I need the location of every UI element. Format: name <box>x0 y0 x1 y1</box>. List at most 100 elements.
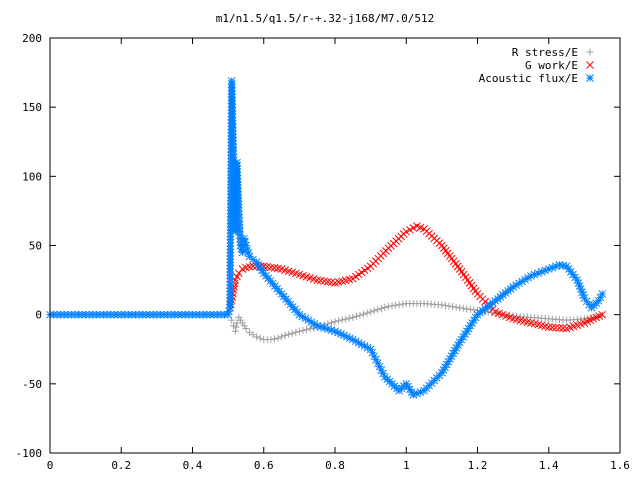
data-point <box>320 324 329 332</box>
data-point <box>256 334 264 342</box>
data-point <box>555 324 564 332</box>
data-point <box>384 302 392 310</box>
y-tick-label: 0 <box>35 309 42 322</box>
data-point <box>220 310 229 319</box>
data-point <box>149 310 158 319</box>
x-tick-label: 0.4 <box>183 459 203 472</box>
data-point <box>181 310 190 319</box>
data-point <box>381 303 389 311</box>
y-tick-label: 150 <box>22 101 42 114</box>
data-point <box>342 315 350 323</box>
data-point <box>174 310 183 319</box>
data-point <box>449 303 457 311</box>
data-point <box>210 310 218 319</box>
data-point <box>230 282 238 291</box>
x-tick-label: 0.2 <box>111 459 131 472</box>
data-point <box>267 336 275 344</box>
y-tick-label: -100 <box>16 447 43 460</box>
x-tick-label: 1 <box>403 459 410 472</box>
y-tick-label: 100 <box>22 170 42 183</box>
data-point <box>288 329 296 337</box>
y-tick: -50 <box>22 378 620 391</box>
data-point <box>249 331 257 339</box>
data-series <box>46 77 607 399</box>
legend-entry: R stress/E <box>512 46 594 59</box>
y-tick-label: 200 <box>22 32 42 45</box>
data-point <box>370 307 378 315</box>
data-point <box>409 224 418 232</box>
x-tick-label: 0.6 <box>254 459 274 472</box>
series-1 <box>228 300 606 344</box>
data-point <box>306 325 314 333</box>
data-point <box>246 329 253 337</box>
data-point <box>402 227 411 236</box>
data-point <box>349 313 357 321</box>
data-point <box>367 308 375 316</box>
x-tick: 1.2 <box>468 38 488 472</box>
data-point <box>352 312 360 320</box>
legend-label: R stress/E <box>512 46 578 59</box>
data-point <box>548 323 557 332</box>
data-point <box>292 328 300 336</box>
data-point <box>131 310 140 319</box>
data-point <box>295 327 303 335</box>
data-point <box>552 323 560 332</box>
x-tick-label: 0.8 <box>325 459 345 472</box>
y-tick: 150 <box>22 101 620 114</box>
data-point <box>598 290 607 298</box>
legend-marker <box>586 61 594 69</box>
data-point <box>598 310 607 319</box>
data-point <box>96 310 104 319</box>
data-point <box>160 310 168 319</box>
legend-entry: Acoustic flux/E <box>479 72 594 85</box>
x-tick-label: 1.6 <box>610 459 630 472</box>
data-point <box>363 309 371 317</box>
legend-marker <box>586 74 594 82</box>
data-point <box>128 310 136 319</box>
legend-label: G work/E <box>525 59 578 72</box>
data-point <box>274 334 282 342</box>
y-tick: 100 <box>22 170 620 183</box>
data-point <box>310 324 318 332</box>
data-point <box>278 333 286 341</box>
data-point <box>327 319 335 327</box>
x-tick-label: 1.2 <box>468 459 488 472</box>
x-tick: 1 <box>403 38 410 472</box>
chart-title: m1/n1.5/q1.5/r-+.32-j168/M7.0/512 <box>216 12 435 25</box>
axis-ticks: 0 0.2 0.4 0.6 0.8 1 1.2 1.4 1.6 -100 -50 0 50 100 150 2… <box>16 32 630 472</box>
data-point <box>270 335 278 343</box>
data-point <box>360 310 367 318</box>
data-point <box>374 306 382 314</box>
x-tick: 0.2 <box>111 38 131 472</box>
x-tick: 0.6 <box>254 38 274 472</box>
plot-frame <box>49 37 621 454</box>
data-point <box>377 305 385 313</box>
data-point <box>232 323 240 331</box>
x-tick-label: 0 <box>47 459 54 472</box>
data-point <box>459 304 467 312</box>
data-point <box>242 325 250 332</box>
data-point <box>405 225 414 234</box>
data-point <box>452 303 460 311</box>
data-point <box>502 311 510 319</box>
data-point <box>185 310 193 319</box>
data-point <box>49 310 58 319</box>
x-tick: 1.4 <box>539 38 559 472</box>
data-point <box>445 302 453 310</box>
y-tick: 50 <box>29 240 620 253</box>
data-point <box>388 302 396 310</box>
data-point <box>303 326 310 334</box>
data-point <box>56 310 65 319</box>
data-point <box>92 310 101 319</box>
data-point <box>192 310 200 319</box>
series-3 <box>46 77 607 399</box>
data-point <box>135 310 143 319</box>
data-point <box>331 318 339 326</box>
data-point <box>206 310 215 319</box>
y-tick-label: 50 <box>29 240 42 253</box>
data-point <box>113 310 122 319</box>
data-point <box>81 310 90 319</box>
data-point <box>392 301 400 309</box>
data-point <box>559 324 567 333</box>
